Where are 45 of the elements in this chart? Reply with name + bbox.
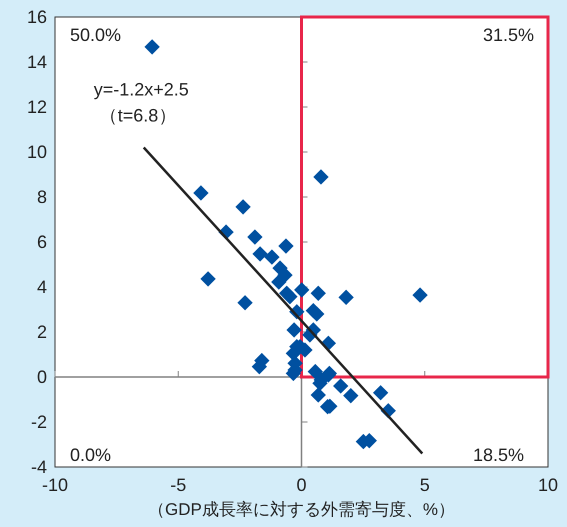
point (264, 249, 280, 265)
y-tick-label: 6 (36, 232, 47, 252)
annotation: 18.5% (472, 445, 524, 465)
point (200, 271, 216, 287)
point (144, 39, 160, 55)
y-tick-label: 2 (36, 322, 47, 342)
point (282, 289, 298, 304)
point (278, 238, 294, 254)
point (237, 295, 253, 310)
y-tick-label: 4 (36, 277, 47, 297)
y-tick-label: -4 (30, 457, 47, 477)
y-tick-label: 0 (36, 367, 47, 387)
annotation: y=-1.2x+2.5 （t=6.8） (94, 80, 189, 126)
point (286, 322, 302, 338)
y-tick-label: 12 (26, 97, 47, 117)
point (310, 286, 326, 301)
x-tick-label: 0 (296, 475, 307, 495)
point (294, 282, 310, 298)
y-tick-label: 10 (26, 142, 47, 162)
x-tick-label: 5 (420, 475, 430, 495)
x-axis-title: （GDP成長率に対する外需寄与度、%） (148, 500, 455, 519)
point (333, 378, 348, 394)
point (343, 388, 358, 404)
point (372, 385, 388, 400)
y-tick-label: 8 (36, 187, 47, 207)
point (308, 364, 323, 380)
annotation: 0.0% (70, 445, 112, 465)
y-tick-label: 16 (26, 7, 47, 27)
y-tick-label: 14 (26, 52, 47, 72)
point (338, 290, 354, 306)
point (310, 387, 326, 403)
x-tick-label: -5 (170, 475, 186, 495)
annotation: 31.5% (482, 25, 534, 45)
x-tick-label: -10 (42, 475, 68, 495)
point (313, 169, 329, 185)
point (235, 199, 251, 215)
point (277, 267, 293, 283)
annotation: 50.0% (70, 25, 122, 45)
point (193, 185, 209, 201)
point (412, 287, 428, 303)
point (247, 229, 263, 245)
y-tick-label: -2 (30, 412, 47, 432)
x-tick-label: 10 (538, 475, 558, 495)
point (309, 306, 324, 322)
point (252, 246, 268, 262)
